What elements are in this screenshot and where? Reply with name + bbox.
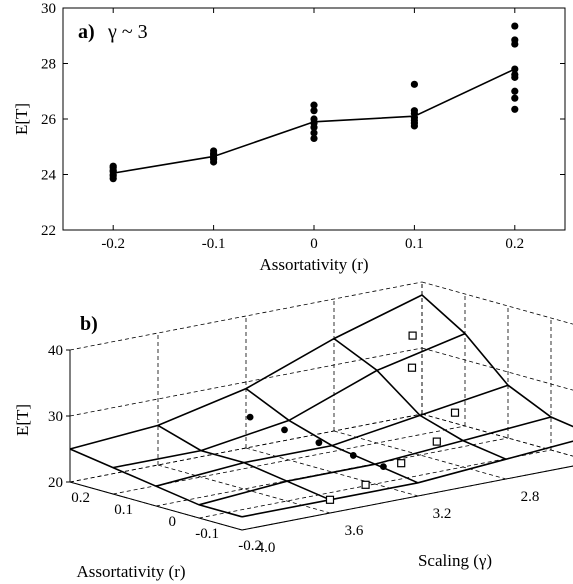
data-point bbox=[310, 115, 318, 123]
x-tick-label: -0.2 bbox=[101, 236, 125, 252]
surface-square-marker bbox=[407, 363, 417, 372]
y-tick-label: 24 bbox=[41, 168, 57, 184]
box-floor-line bbox=[421, 413, 573, 457]
data-point bbox=[210, 147, 218, 155]
surface-gridline-constant-r bbox=[112, 332, 466, 469]
surface-square-marker bbox=[432, 437, 441, 446]
panel-a-x-axis-label: Assortativity (r) bbox=[259, 255, 368, 274]
x-tick-label: 0 bbox=[310, 236, 318, 252]
panel-b-surface bbox=[69, 294, 573, 518]
surface-square-marker bbox=[397, 459, 406, 468]
surface-square-marker bbox=[325, 495, 335, 504]
surface-gridline-constant-gamma bbox=[69, 448, 243, 518]
box-floor-line bbox=[69, 413, 423, 483]
x-tick-label: -0.1 bbox=[202, 236, 226, 252]
panel-b-3d-box bbox=[69, 281, 573, 531]
data-point bbox=[410, 80, 418, 88]
data-point bbox=[511, 65, 519, 73]
data-point bbox=[310, 134, 318, 143]
panel-a-label: a) bbox=[78, 21, 95, 43]
data-point bbox=[109, 162, 117, 170]
scaling-tick-label: 4.0 bbox=[257, 540, 276, 556]
z-tick-label: 20 bbox=[48, 475, 63, 491]
panel-a-x-ticks: -0.2 -0.1 0 0.1 0.2 bbox=[101, 8, 524, 252]
y-tick-label: 28 bbox=[41, 57, 56, 73]
panel-a: a) γ ~ 3 -0.2 -0.1 0 0.1 0.2 22 24 26 28 30 Asso… bbox=[12, 1, 566, 274]
data-point bbox=[511, 105, 519, 113]
assortativity-tick-label: 0.1 bbox=[114, 502, 133, 518]
data-point bbox=[310, 129, 318, 137]
scaling-tick-label: 3.6 bbox=[345, 523, 364, 539]
data-point bbox=[511, 71, 519, 79]
panel-a-series bbox=[109, 22, 519, 183]
z-tick-label: 40 bbox=[48, 343, 63, 359]
x-tick-label: 0.1 bbox=[405, 236, 424, 252]
box-side-wall-hline bbox=[421, 281, 573, 325]
surface-data-point bbox=[281, 426, 288, 434]
scaling-tick-label: 2.8 bbox=[521, 489, 540, 505]
y-tick-label: 30 bbox=[41, 1, 56, 17]
scaling-tick-label: 3.2 bbox=[433, 506, 452, 522]
panel-b-scaling-axis-label: Scaling (γ) bbox=[418, 551, 492, 570]
data-point bbox=[511, 36, 519, 44]
data-point bbox=[410, 107, 418, 115]
surface-data-point bbox=[349, 452, 357, 459]
data-point bbox=[511, 87, 519, 95]
panel-b-z-axis-label: E[T] bbox=[13, 404, 32, 436]
panel-a-annotation: γ ~ 3 bbox=[107, 21, 148, 43]
box-floor-line bbox=[198, 449, 552, 519]
surface-gridline-constant-gamma bbox=[421, 294, 573, 428]
y-tick-label: 26 bbox=[41, 112, 57, 128]
assortativity-tick-label: 0.2 bbox=[71, 490, 90, 506]
assortativity-tick-label: 0 bbox=[169, 514, 177, 530]
surface-gridline-constant-gamma bbox=[157, 424, 331, 501]
assortativity-tick-label: -0.2 bbox=[238, 538, 262, 554]
data-point bbox=[511, 22, 519, 30]
surface-square-marker bbox=[450, 408, 460, 417]
scaling-axis-line bbox=[241, 465, 573, 531]
surface-data-point bbox=[246, 413, 254, 421]
data-point bbox=[310, 101, 318, 109]
box-back-wall-hline bbox=[69, 347, 423, 417]
surface-square-marker bbox=[408, 331, 417, 340]
y-tick-label: 22 bbox=[41, 223, 56, 239]
panel-a-y-axis-label: E[T] bbox=[12, 103, 31, 135]
surface-square-marker bbox=[361, 480, 370, 489]
box-floor-line bbox=[333, 430, 507, 480]
x-tick-label: 0.2 bbox=[505, 236, 524, 252]
panel-b-assortativity-axis-label: Assortativity (r) bbox=[76, 562, 185, 581]
panel-b-label: b) bbox=[80, 313, 98, 335]
panel-b: b) 2030400.20.10-0.1-0.24.03.63.22.82.4 … bbox=[13, 281, 573, 581]
box-side-wall-hline bbox=[421, 347, 573, 391]
surface-gridline-constant-gamma bbox=[333, 337, 507, 460]
surface-data-point bbox=[380, 463, 387, 471]
surface-gridline-constant-gamma bbox=[245, 387, 419, 484]
assortativity-tick-label: -0.1 bbox=[195, 526, 219, 542]
z-tick-label: 30 bbox=[48, 409, 63, 425]
assortativity-axis-line bbox=[69, 481, 243, 531]
data-point bbox=[511, 94, 519, 102]
data-point bbox=[310, 107, 318, 115]
panel-a-y-ticks: 22 24 26 28 30 bbox=[41, 1, 565, 239]
surface-data-point bbox=[315, 439, 323, 447]
box-floor-line bbox=[155, 437, 509, 507]
box-back-wall-hline bbox=[69, 281, 423, 351]
